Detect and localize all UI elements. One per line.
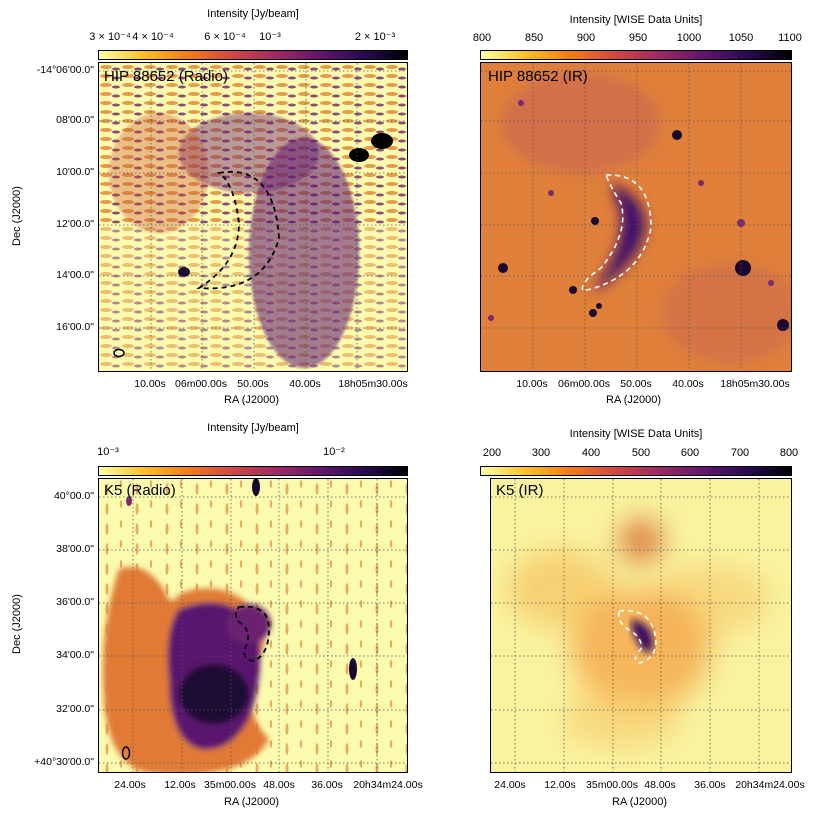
x-tick-label: 10.00s	[134, 378, 166, 390]
colorbar-label: Intensity [WISE Data Units]	[569, 14, 703, 26]
colorbar-tick: 850	[524, 32, 544, 44]
radio-image	[99, 63, 407, 371]
x-axis-title: RA (J2000)	[224, 796, 280, 808]
x-tick-label: 36.00s	[311, 779, 343, 791]
x-tick-label: 12.00s	[544, 779, 576, 791]
x-tick-label: 24.00s	[494, 779, 526, 791]
colorbar-label: Intensity [Jy/beam]	[207, 422, 299, 434]
x-tick-label: 18h05m30.00s	[720, 378, 790, 390]
x-tick-label: 12.00s	[164, 779, 196, 791]
colorbar-tick: 200	[482, 447, 502, 459]
y-tick-label: 32'00.0"	[56, 703, 94, 715]
colorbar-tick: 6 × 10⁻⁴	[204, 31, 246, 43]
panel-title: HIP 88652 (Radio)	[104, 68, 228, 85]
image-plot	[98, 62, 408, 372]
ir-image	[481, 63, 791, 371]
colorbar	[480, 466, 792, 476]
colorbar-tick: 3 × 10⁻⁴	[89, 31, 131, 43]
contour	[196, 170, 280, 290]
x-tick-label: 35m00.00s	[586, 779, 638, 791]
colorbar	[98, 50, 408, 60]
y-tick-label: 14'00.0"	[56, 269, 94, 281]
x-tick-label: 36.00s	[694, 779, 726, 791]
colorbar-tick: 1100	[778, 32, 802, 44]
colorbar-tick: 600	[680, 447, 700, 459]
y-tick-label: 38'00.0"	[56, 543, 94, 555]
image-plot	[98, 478, 408, 773]
x-tick-label: 06m00.00s	[175, 378, 227, 390]
colorbar-tick: 700	[730, 447, 750, 459]
y-axis-title: Dec (J2000)	[11, 186, 23, 246]
colorbar-tick: 10⁻³	[97, 446, 119, 458]
y-tick-label: 36'00.0"	[56, 596, 94, 608]
y-tick-label: 40°00.0"	[53, 490, 94, 502]
x-tick-label: 48.00s	[263, 779, 295, 791]
y-tick-label: 34'00.0"	[56, 649, 94, 661]
x-tick-label: 18h05m30.00s	[338, 378, 408, 390]
panel-title: HIP 88652 (IR)	[488, 68, 588, 85]
colorbar-tick: 2 × 10⁻³	[354, 31, 396, 43]
x-tick-label: 40.00s	[289, 378, 321, 390]
y-tick-label: 12'00.0"	[56, 218, 94, 230]
colorbar-label: Intensity [WISE Data Units]	[569, 428, 703, 440]
colorbar-tick: 800	[472, 32, 492, 44]
image-plot	[490, 478, 792, 773]
x-tick-label: 24.00s	[114, 779, 146, 791]
colorbar	[480, 50, 792, 60]
x-tick-label: 20h34m24.00s	[353, 779, 423, 791]
colorbar-tick: 4 × 10⁻⁴	[132, 31, 174, 43]
colorbar-tick: 950	[628, 32, 648, 44]
colorbar-tick: 1000	[676, 32, 702, 44]
x-tick-label: 50.00s	[237, 378, 269, 390]
panel-title: K5 (IR)	[496, 482, 544, 499]
x-tick-label: 10.00s	[516, 378, 548, 390]
ir-image	[491, 479, 791, 772]
colorbar-tick: 10⁻²	[323, 446, 345, 458]
colorbar-tick: 900	[576, 32, 596, 44]
radio-image	[99, 479, 407, 772]
x-tick-label: 20h34m24.00s	[735, 779, 805, 791]
y-tick-label: -14°06'00.0"	[36, 64, 94, 76]
colorbar-tick: 800	[779, 447, 799, 459]
x-axis-title: RA (J2000)	[224, 394, 280, 406]
colorbar	[98, 466, 408, 476]
colorbar-tick: 10⁻³	[259, 31, 281, 43]
x-tick-label: 35m00.00s	[204, 779, 256, 791]
image-plot	[480, 62, 792, 372]
contour	[235, 605, 270, 662]
x-axis-title: RA (J2000)	[606, 394, 662, 406]
colorbar-tick: 400	[581, 447, 601, 459]
x-tick-label: 40.00s	[672, 378, 704, 390]
contour	[617, 609, 657, 664]
contour	[581, 174, 652, 292]
y-tick-label: 10'00.0"	[56, 166, 94, 178]
x-tick-label: 50.00s	[620, 378, 652, 390]
y-tick-label: 16'00.0"	[56, 321, 94, 333]
colorbar-tick: 500	[631, 447, 651, 459]
x-axis-title: RA (J2000)	[612, 796, 668, 808]
y-tick-label: 08'00.0"	[56, 114, 94, 126]
beam-ellipse	[113, 348, 125, 358]
x-tick-label: 48.00s	[644, 779, 676, 791]
y-axis-title: Dec (J2000)	[11, 594, 23, 654]
beam-ellipse	[121, 746, 131, 760]
colorbar-label: Intensity [Jy/beam]	[207, 8, 299, 20]
colorbar-tick: 300	[531, 447, 551, 459]
x-tick-label: 06m00.00s	[558, 378, 610, 390]
panel-title: K5 (Radio)	[104, 482, 176, 499]
colorbar-tick: 1050	[728, 32, 754, 44]
y-tick-label: +40°30'00.0"	[34, 756, 94, 768]
